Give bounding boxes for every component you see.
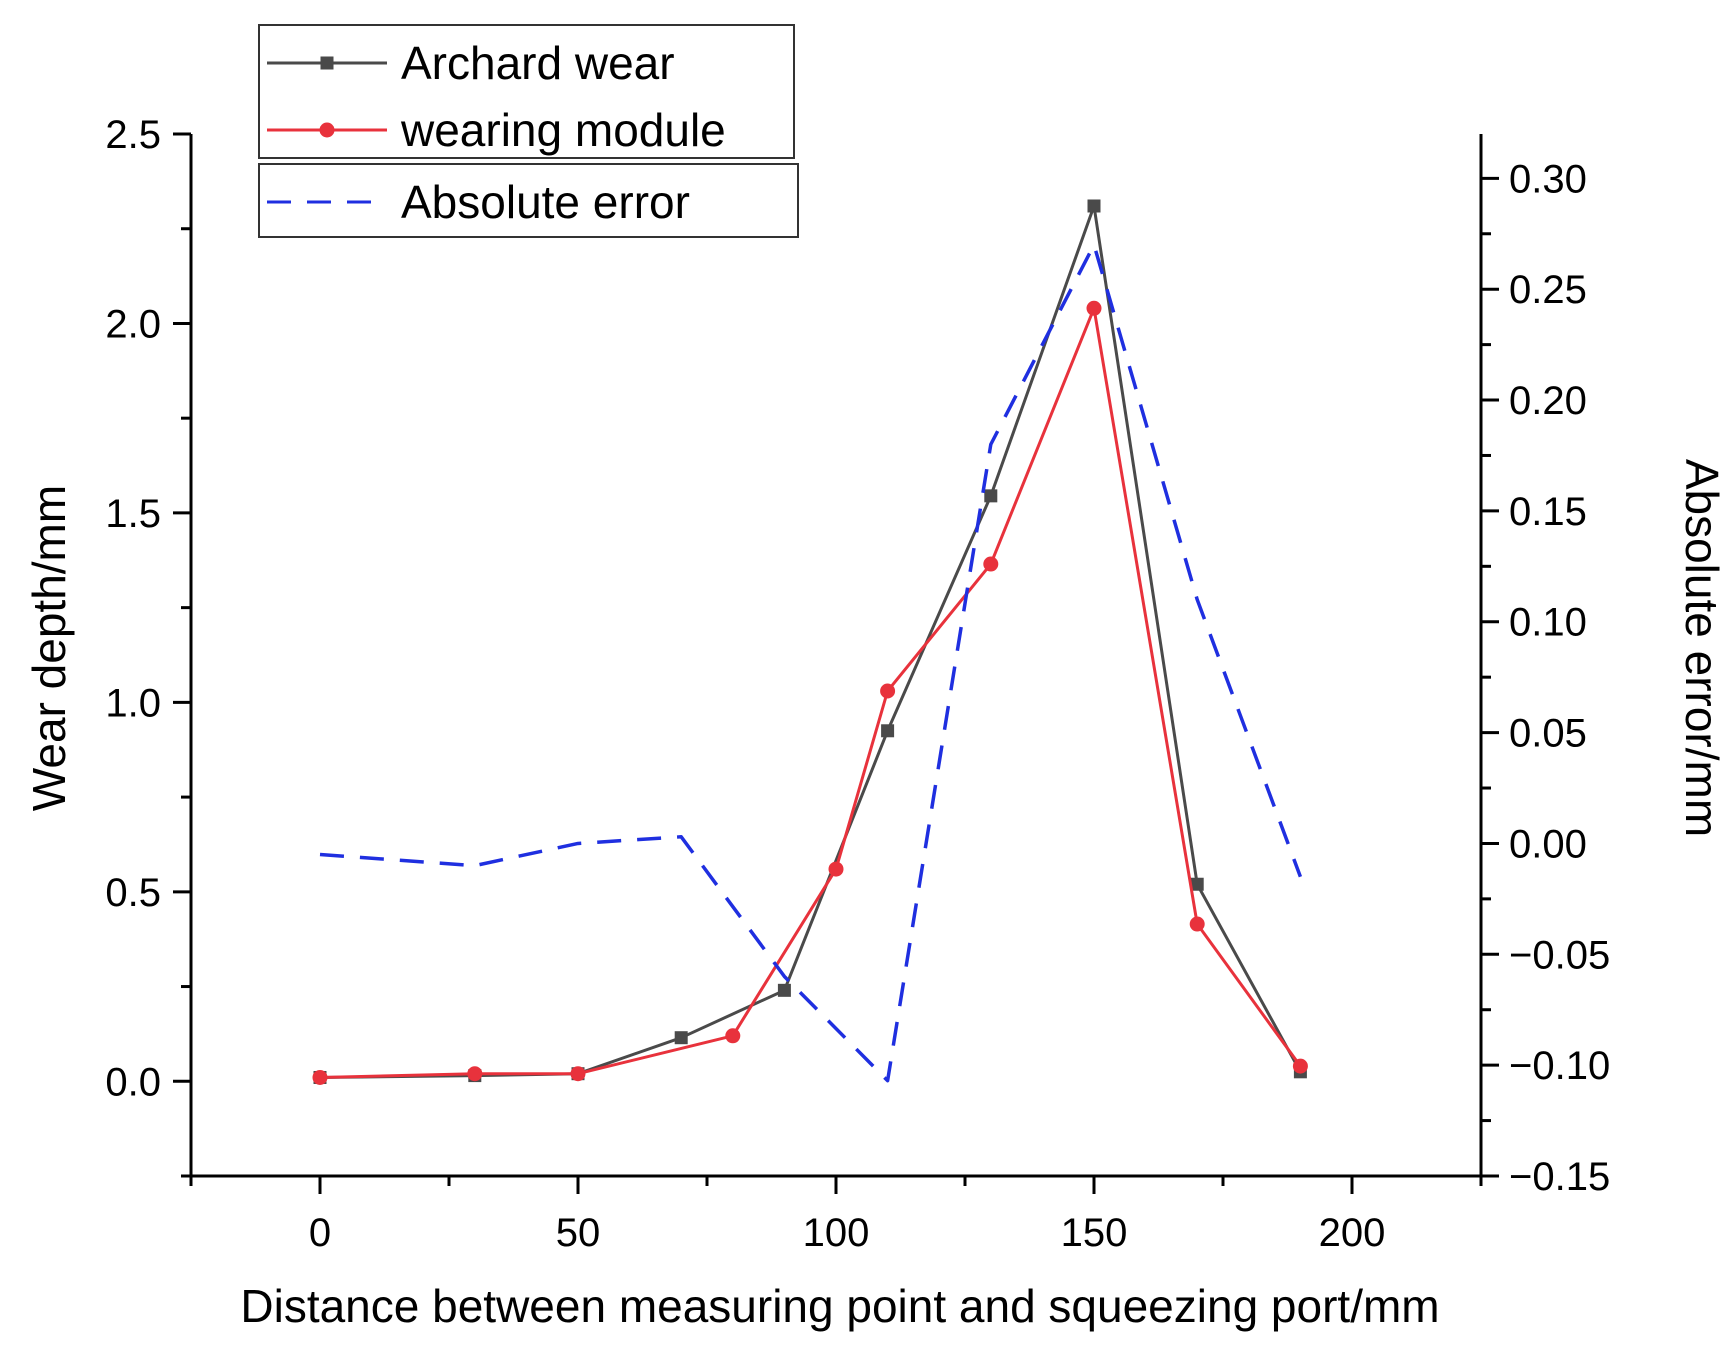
data-point-circle xyxy=(570,1066,586,1082)
series-line-1 xyxy=(319,204,1302,1079)
y2-tick-label: 0.20 xyxy=(1509,379,1587,423)
y-axis-title: Wear depth/mm xyxy=(23,485,75,811)
legend-swatch-circle xyxy=(319,122,335,138)
data-point-square xyxy=(674,1031,688,1045)
y-tick-label: 0.5 xyxy=(105,871,161,915)
y2-tick-label: −0.05 xyxy=(1509,933,1610,977)
data-point-square xyxy=(984,489,998,503)
series-layer xyxy=(312,199,1308,1085)
y-tick-label: 1.0 xyxy=(105,681,161,725)
data-point-square xyxy=(1190,877,1204,891)
data-point-circle xyxy=(1189,916,1205,932)
y2-tick-label: 0.00 xyxy=(1509,822,1587,866)
legend-swatch-square xyxy=(320,56,334,70)
x-axis-title: Distance between measuring point and squ… xyxy=(240,1280,1439,1332)
data-point-circle xyxy=(467,1066,483,1082)
data-point-circle xyxy=(828,861,844,877)
legend-label: wearing module xyxy=(400,104,726,156)
series-line-2 xyxy=(319,306,1302,1079)
y2-axis-title: Absolute error/mm xyxy=(1676,459,1728,837)
data-point-circle xyxy=(1086,300,1102,316)
x-tick-label: 200 xyxy=(1319,1211,1386,1255)
y2-tick-label: 0.15 xyxy=(1509,490,1587,534)
series-line-3 xyxy=(319,243,1303,1083)
x-tick-label: 150 xyxy=(1061,1211,1128,1255)
data-point-circle xyxy=(725,1028,741,1044)
y-tick-label: 0.0 xyxy=(105,1060,161,1104)
data-point-square xyxy=(881,724,895,738)
data-point-circle xyxy=(983,556,999,572)
legend-label: Absolute error xyxy=(401,176,690,228)
axes-layer: 0 50 100 150 200 0.0 0.5 1.0 1.5 2.0 2.5 −0.15 −0.10… xyxy=(105,113,1610,1255)
data-point-circle xyxy=(312,1069,328,1085)
y2-tick-label: 0.10 xyxy=(1509,601,1587,645)
x-tick-label: 100 xyxy=(803,1211,870,1255)
y2-tick-label: −0.15 xyxy=(1509,1155,1610,1199)
y-tick-label: 2.0 xyxy=(105,302,161,346)
legend-box-primary xyxy=(258,24,795,159)
y-tick-label: 1.5 xyxy=(105,492,161,536)
y2-tick-label: 0.05 xyxy=(1509,712,1587,756)
y2-tick-label: −0.10 xyxy=(1509,1044,1610,1088)
legend: Archard wear wearing module Absolute error xyxy=(258,24,799,238)
y-tick-label: 2.5 xyxy=(105,113,161,157)
data-point-circle xyxy=(880,683,896,699)
data-point-square xyxy=(1087,199,1101,213)
legend-label: Archard wear xyxy=(401,37,675,89)
y2-tick-label: 0.25 xyxy=(1509,268,1587,312)
x-tick-label: 50 xyxy=(556,1211,601,1255)
data-point-circle xyxy=(1292,1058,1308,1074)
data-point-square xyxy=(777,983,791,997)
y2-tick-label: 0.30 xyxy=(1509,157,1587,201)
x-tick-label: 0 xyxy=(309,1211,331,1255)
